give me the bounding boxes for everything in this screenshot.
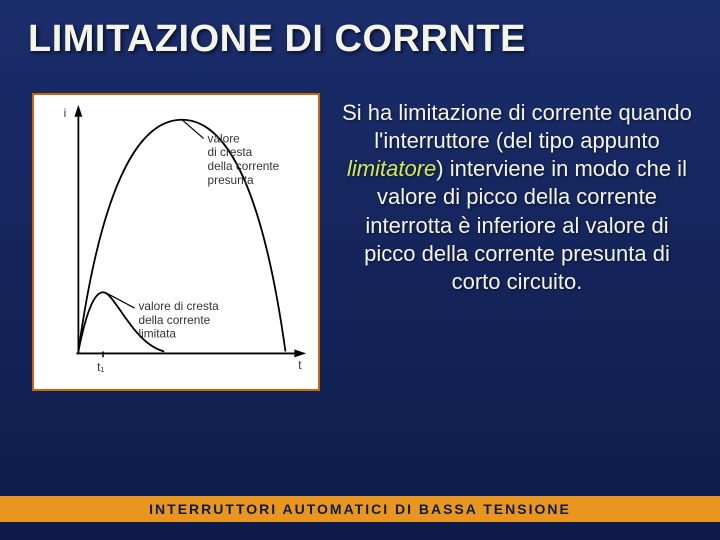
pointer-bottom	[105, 292, 135, 308]
label-top-1: valore	[208, 131, 241, 145]
slide: LIMITAZIONE DI CORRNTE i t t₁	[0, 0, 720, 540]
chart-svg: i t t₁ valore di cresta della corrente p…	[34, 95, 318, 389]
label-bot-2: della corrente	[139, 313, 211, 327]
body-emph: limitatore	[347, 156, 436, 181]
x-axis-arrow	[294, 349, 306, 357]
x-tick-label: t₁	[97, 360, 104, 374]
footer-bar: INTERRUTTORI AUTOMATICI DI BASSA TENSION…	[0, 496, 720, 522]
current-limit-chart: i t t₁ valore di cresta della corrente p…	[32, 93, 320, 391]
pointer-top	[182, 120, 204, 139]
content-area: i t t₁ valore di cresta della corrente p…	[0, 61, 720, 391]
slide-title: LIMITAZIONE DI CORRNTE	[0, 0, 720, 61]
label-top-3: della corrente	[208, 159, 280, 173]
y-axis-arrow	[74, 105, 82, 117]
x-axis-label: t	[298, 358, 302, 372]
y-axis-label: i	[64, 106, 67, 120]
label-top-2: di cresta	[208, 145, 253, 159]
label-top-4: presunta	[208, 173, 254, 187]
label-bot-3: limitata	[139, 327, 177, 341]
label-bot-1: valore di cresta	[139, 299, 220, 313]
body-before: Si ha limitazione di corrente quando l'i…	[342, 100, 692, 153]
body-text: Si ha limitazione di corrente quando l'i…	[338, 93, 696, 391]
